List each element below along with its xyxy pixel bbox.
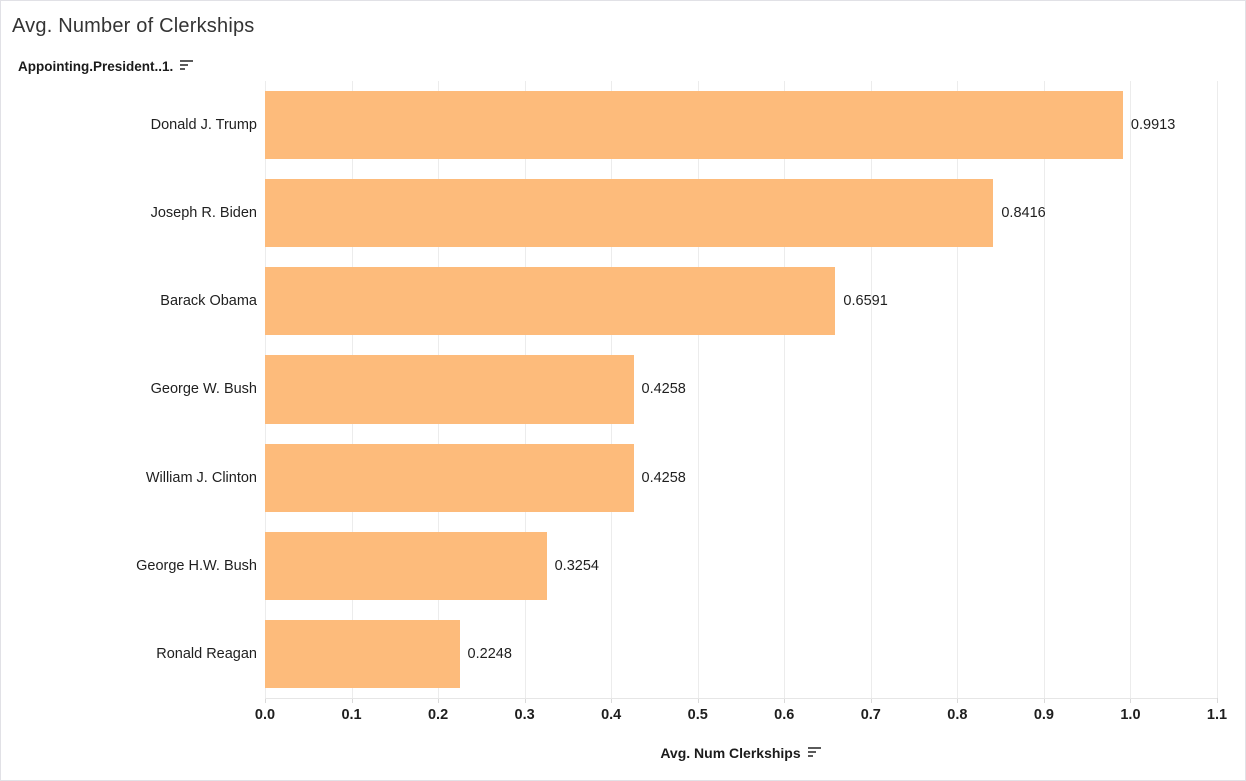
- bar[interactable]: [265, 619, 460, 688]
- axis-tick-label: 0.2: [427, 707, 449, 723]
- axis-tick: [697, 698, 699, 703]
- axis-tick-label: 0.1: [341, 707, 362, 723]
- category-label[interactable]: Ronald Reagan: [156, 645, 257, 662]
- bar[interactable]: [265, 531, 547, 600]
- bar-value-label: 0.4258: [641, 381, 686, 398]
- bar-value-label: 0.9913: [1130, 117, 1176, 133]
- gridline: [697, 81, 699, 698]
- bar-value-label: 0.2248: [467, 645, 512, 662]
- bar-value-label: 0.3254: [554, 557, 599, 574]
- axis-tick: [524, 698, 526, 703]
- axis-tick: [1043, 698, 1045, 703]
- axis-tick-label: 0.6: [774, 707, 795, 723]
- category-label[interactable]: William J. Clinton: [145, 469, 257, 486]
- gridline: [870, 81, 872, 698]
- gridline: [1043, 81, 1045, 698]
- axis-tick-label: 0.9: [1033, 707, 1054, 723]
- axis-tick: [870, 698, 872, 703]
- bar-value-label: 0.8416: [1001, 205, 1046, 222]
- gridline: [957, 81, 959, 698]
- bar[interactable]: [265, 355, 634, 424]
- bar[interactable]: [265, 179, 994, 248]
- gridline: [784, 81, 786, 698]
- axis-tick-label: 0.5: [687, 707, 708, 723]
- axis-tick-label: 0.0: [254, 707, 276, 723]
- category-label[interactable]: George H.W. Bush: [136, 557, 257, 574]
- axis-tick: [351, 698, 353, 703]
- row-header-label: Appointing.President..1.: [18, 59, 174, 74]
- axis-tick: [1217, 698, 1218, 703]
- row-header: Appointing.President..1.: [18, 59, 194, 74]
- axis-tick: [265, 698, 266, 703]
- axis-tick: [1130, 698, 1132, 703]
- axis-tick-label: 0.3: [514, 707, 535, 723]
- category-label[interactable]: Joseph R. Biden: [150, 205, 257, 222]
- x-axis-title: Avg. Num Clerkships: [265, 745, 1217, 761]
- gridline: [1130, 81, 1132, 698]
- axis-tick-label: 1.1: [1206, 707, 1228, 723]
- axis-tick-label: 1.0: [1120, 707, 1141, 723]
- category-label[interactable]: George W. Bush: [150, 381, 257, 398]
- axis-tick-label: 0.4: [601, 707, 622, 723]
- axis-tick-label: 0.8: [947, 707, 968, 723]
- gridline: [1217, 81, 1218, 698]
- bar[interactable]: [265, 443, 634, 512]
- chart-title: Avg. Number of Clerkships: [12, 15, 255, 37]
- category-label[interactable]: Barack Obama: [160, 293, 257, 310]
- axis-tick-label: 0.7: [860, 707, 881, 723]
- bar[interactable]: [265, 91, 1123, 160]
- axis-tick: [438, 698, 440, 703]
- axis-tick: [784, 698, 786, 703]
- x-axis-title-label: Avg. Num Clerkships: [660, 745, 801, 761]
- axis-tick: [957, 698, 959, 703]
- axis-tick: [611, 698, 613, 703]
- category-label[interactable]: Donald J. Trump: [150, 117, 257, 133]
- sort-descending-icon[interactable]: [807, 746, 822, 759]
- bar[interactable]: [265, 267, 836, 336]
- bar-value-label: 0.4258: [641, 469, 686, 486]
- bar-value-label: 0.6591: [843, 293, 888, 310]
- sort-descending-icon[interactable]: [180, 59, 194, 72]
- x-axis-line: [265, 698, 1217, 699]
